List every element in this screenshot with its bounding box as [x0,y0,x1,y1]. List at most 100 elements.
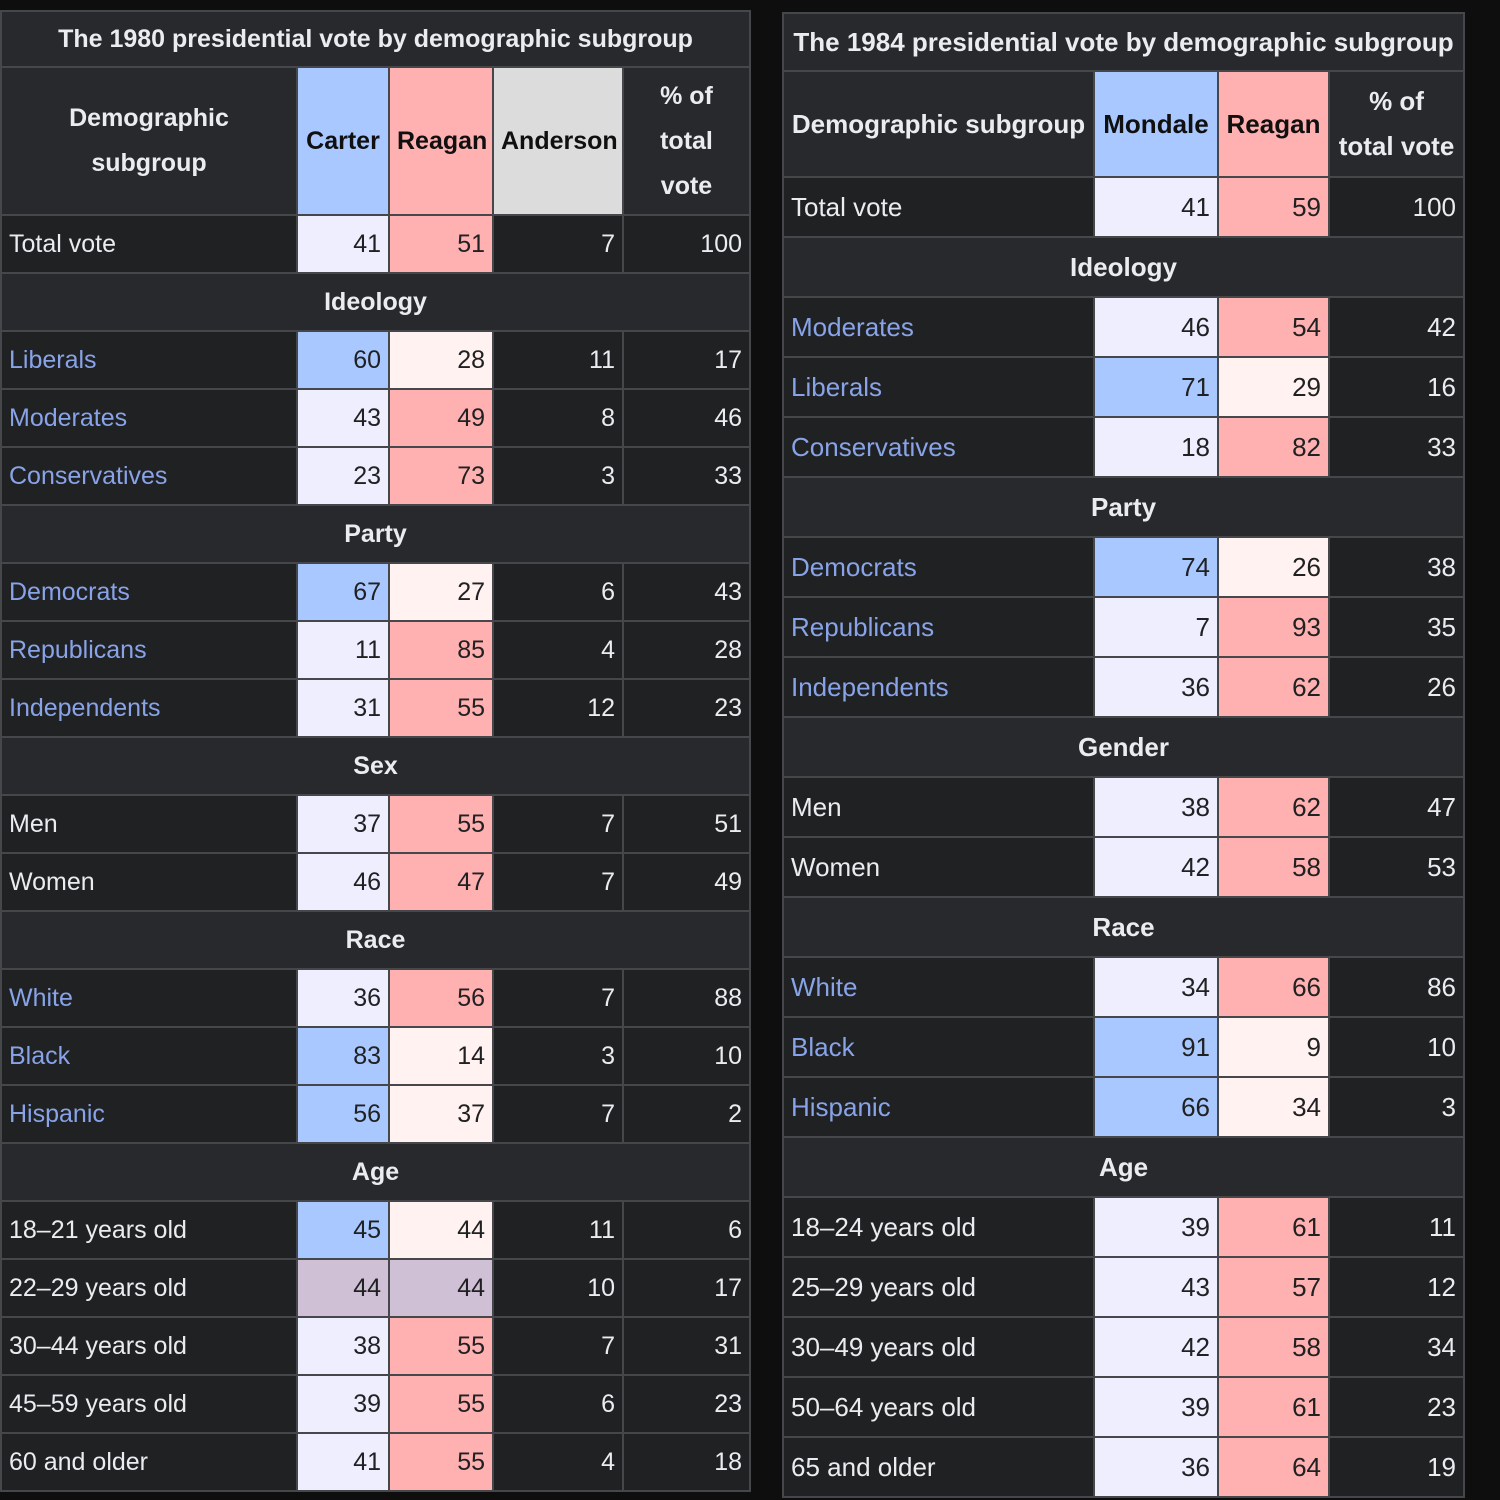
subgroup-link[interactable]: Black [9,1041,71,1070]
mondale-pct-cell: 46 [1093,296,1219,358]
table-row: Men 38 62 47 [782,776,1466,838]
anderson-pct-cell: 7 [492,852,624,912]
table-title-row: The 1984 presidential vote by demographi… [781,12,1466,72]
section-header: Age [781,1136,1466,1198]
row-label-cell: Liberals [0,330,298,390]
mondale-pct-cell: 18 [1093,416,1219,478]
carter-pct-cell: 39 [296,1374,390,1434]
subgroup-link[interactable]: Hispanic [9,1099,105,1128]
row-label-cell: Republicans [782,596,1095,658]
reagan-pct-cell: 29 [1217,356,1330,418]
row-label-cell: Democrats [0,562,298,622]
subgroup-link[interactable]: Republicans [791,611,935,642]
subgroup-link[interactable]: Conservatives [791,431,956,462]
share-of-total-cell: 23 [1327,1376,1466,1438]
anderson-pct-cell: 7 [492,1084,624,1144]
subgroup-label: Total vote [9,229,117,258]
mondale-pct-cell: 7 [1093,596,1219,658]
table-row: White 34 66 86 [782,956,1466,1018]
column-header: Demographic subgroup [0,66,298,216]
row-label-cell: Total vote [782,176,1095,238]
carter-pct-cell: 38 [296,1316,390,1376]
subgroup-link[interactable]: Liberals [9,345,97,374]
section-row: Age [781,1136,1466,1198]
subgroup-label: 50–64 years old [791,1391,977,1422]
subgroup-link[interactable]: Independents [9,693,161,722]
mondale-pct-cell: 38 [1093,776,1219,838]
share-of-total-cell: 100 [621,214,752,274]
subgroup-link[interactable]: White [9,983,73,1012]
table-row: Black 83 14 3 10 [0,1026,752,1086]
column-header: Reagan [388,66,494,216]
reagan-pct-cell: 73 [388,446,494,506]
carter-pct-cell: 56 [296,1084,390,1144]
table-row: 65 and older 36 64 19 [782,1436,1466,1498]
section-header: Party [0,504,752,564]
share-of-total-cell: 17 [621,1258,752,1318]
reagan-pct-cell: 44 [388,1200,494,1260]
subgroup-link[interactable]: Hispanic [791,1091,891,1122]
table-row: 60 and older 41 55 4 18 [0,1432,752,1492]
reagan-pct-cell: 62 [1217,776,1330,838]
share-of-total-cell: 23 [621,1374,752,1434]
reagan-pct-cell: 93 [1217,596,1330,658]
share-of-total-cell: 6 [621,1200,752,1260]
table-row: Moderates 43 49 8 46 [0,388,752,448]
anderson-pct-cell: 3 [492,1026,624,1086]
subgroup-label: Men [9,809,58,838]
table-row: Democrats 74 26 38 [782,536,1466,598]
row-label-cell: Moderates [0,388,298,448]
carter-pct-cell: 43 [296,388,390,448]
mondale-pct-cell: 43 [1093,1256,1219,1318]
share-of-total-cell: 10 [621,1026,752,1086]
share-of-total-cell: 12 [1327,1256,1466,1318]
share-of-total-cell: 26 [1327,656,1466,718]
anderson-pct-cell: 7 [492,968,624,1028]
table-row: Women 42 58 53 [782,836,1466,898]
reagan-pct-cell: 66 [1217,956,1330,1018]
anderson-pct-cell: 7 [492,1316,624,1376]
carter-pct-cell: 45 [296,1200,390,1260]
reagan-pct-cell: 58 [1217,1316,1330,1378]
subgroup-link[interactable]: White [791,971,858,1002]
subgroup-link[interactable]: Republicans [9,635,147,664]
share-of-total-cell: 3 [1327,1076,1466,1138]
subgroup-label: 45–59 years old [9,1389,187,1418]
table-row: Total vote 41 51 7 100 [0,214,752,274]
share-of-total-cell: 86 [1327,956,1466,1018]
subgroup-link[interactable]: Moderates [9,403,128,432]
carter-pct-cell: 60 [296,330,390,390]
carter-pct-cell: 67 [296,562,390,622]
header-row: Demographic subgroup Mondale Reagan % of tot… [782,70,1466,178]
subgroup-link[interactable]: Independents [791,671,949,702]
share-of-total-cell: 31 [621,1316,752,1376]
section-header: Ideology [781,236,1466,298]
subgroup-label: Men [791,791,842,822]
anderson-pct-cell: 12 [492,678,624,738]
share-of-total-cell: 18 [621,1432,752,1492]
subgroup-link[interactable]: Black [791,1031,855,1062]
table-row: 18–21 years old 45 44 11 6 [0,1200,752,1260]
table-row: Liberals 60 28 11 17 [0,330,752,390]
subgroup-link[interactable]: Moderates [791,311,914,342]
subgroup-link[interactable]: Liberals [791,371,883,402]
table-title-row: The 1980 presidential vote by demographi… [0,10,752,68]
row-label-cell: Hispanic [0,1084,298,1144]
anderson-pct-cell: 10 [492,1258,624,1318]
subgroup-link[interactable]: Conservatives [9,461,168,490]
column-header-line: % of [1369,86,1424,116]
row-label-cell: 60 and older [0,1432,298,1492]
mondale-pct-cell: 36 [1093,1436,1219,1498]
subgroup-link[interactable]: Democrats [791,551,917,582]
column-header: Carter [296,66,390,216]
anderson-pct-cell: 4 [492,620,624,680]
row-label-cell: Moderates [782,296,1095,358]
share-of-total-cell: 19 [1327,1436,1466,1498]
share-of-total-cell: 2 [621,1084,752,1144]
section-row: Race [0,910,752,970]
table-row: 18–24 years old 39 61 11 [782,1196,1466,1258]
reagan-pct-cell: 28 [388,330,494,390]
row-label-cell: Democrats [782,536,1095,598]
subgroup-link[interactable]: Democrats [9,577,130,606]
table-row: Conservatives 18 82 33 [782,416,1466,478]
